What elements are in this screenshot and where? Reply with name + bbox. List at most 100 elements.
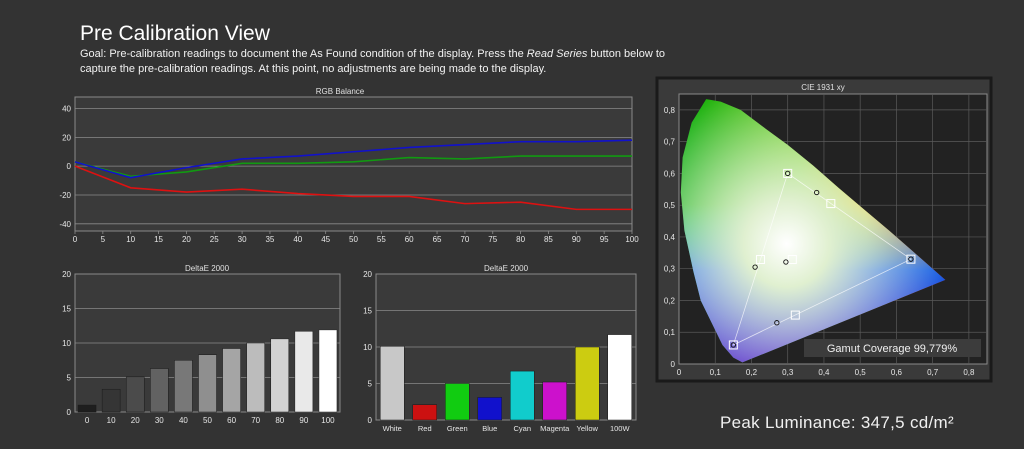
read-series-emphasis: Read Series [526,48,588,60]
rgb-plot-frame [74,96,633,232]
deltae-y-tick-label: 15 [62,305,71,314]
cie-y-tick-label: 0,5 [664,201,676,210]
de1-x-ticks: 0 10 20 30 40 50 60 70 80 90 100 [85,416,335,425]
cie-x-tick-label: 0 [677,368,682,377]
deltae-x-tick-label: Magenta [540,424,570,433]
deltae-x-tick-label: White [383,424,402,433]
deltae-x-tick-label: Blue [482,424,497,433]
rgb-y-tick-label: 20 [62,133,71,142]
deltae-bar [575,346,600,421]
rgb-x-tick-label: 90 [572,235,581,244]
cie-gamut-outline [732,172,912,346]
deltae-x-tick-label: Red [418,424,432,433]
goal-text-1: Goal: Pre-calibration readings to docume… [80,48,527,60]
deltae-x-tick-label: 40 [179,416,188,425]
de1-bars [77,329,338,413]
deltae-grayscale-chart: DeltaE 2000 0 10 20 30 40 50 60 70 80 90 100 20151… [62,264,341,425]
cie-target-square [826,199,836,209]
cie-y-tick-label: 0,8 [664,106,676,115]
rgb-x-tick-label: 35 [265,235,274,244]
cie-measured-point [783,259,789,265]
rgb-x-tick-label: 55 [377,235,386,244]
deltae-bar [445,383,470,421]
cie-gamut-triangle [732,172,912,346]
deltae-x-tick-label: 0 [85,416,90,425]
deltae-y-tick-label: 0 [67,408,72,417]
de2-bars [380,334,632,421]
rgb-x-tick-label: 75 [488,235,497,244]
cie-target-square [790,310,800,320]
cie-y-tick-label: 0,4 [664,233,676,242]
rgb-x-tick-label: 50 [349,235,358,244]
cie-target-square [783,168,793,178]
rgb-grid [74,108,633,234]
rgb-series-line [74,165,632,211]
deltae-x-tick-label: 100 [321,416,335,425]
deltae-bar [510,370,535,421]
de2-y-ticks: 20 15 10 5 0 [363,270,372,425]
deltae-bar [607,334,632,421]
rgb-y-tick-label: -20 [59,191,71,200]
deltae-colors-chart: DeltaE 2000 White Red Green Blue Cyan Magenta… [363,264,637,433]
page-title: Pre Calibration View [80,22,270,45]
cie-y-tick-label: 0 [671,360,676,369]
de2-chart-title: DeltaE 2000 [484,264,529,273]
cie-1931-chart: CIE 1931 xy 0 0,1 0,2 0,3 0,4 0,5 0,6 0,7 0,8 0,… [655,76,993,383]
deltae-bar [222,348,241,413]
cie-x-tick-label: 0,2 [746,368,758,377]
deltae-y-tick-label: 10 [62,339,71,348]
rgb-chart-title: RGB Balance [316,87,365,96]
rgb-x-tick-label: 85 [544,235,553,244]
deltae-bar [77,404,97,413]
rgb-y-tick-label: -40 [59,220,71,229]
cie-x-tick-label: 0,7 [927,368,939,377]
rgb-x-ticks: 0 5 10 15 20 25 30 35 40 45 50 55 60 65 70 75 80 85 90 95 10… [73,235,639,244]
de1-y-ticks: 20 15 10 5 0 [62,270,71,417]
deltae-bar [412,404,437,421]
cie-target-square [728,340,738,350]
rgb-x-tick-label: 45 [321,235,330,244]
deltae-y-tick-label: 15 [363,307,372,316]
cie-y-ticks: 0,8 0,7 0,6 0,5 0,4 0,3 0,2 0,1 0 [664,106,676,369]
cie-measured-point [730,342,737,348]
deltae-x-tick-label: 90 [299,416,308,425]
deltae-bar [270,338,290,413]
deltae-bar [294,331,314,413]
deltae-y-tick-label: 0 [368,416,373,425]
rgb-series [74,139,633,211]
deltae-y-tick-label: 20 [363,270,372,279]
gamut-coverage-box [804,339,981,357]
cie-y-tick-label: 0,7 [664,138,676,147]
cie-x-tick-label: 0,5 [855,368,867,377]
rgb-x-tick-label: 65 [433,235,442,244]
deltae-x-tick-label: 10 [107,416,116,425]
rgb-y-ticks: 40 20 0 -20 -40 [59,105,71,229]
deltae-bar [198,354,217,413]
cie-chart-title: CIE 1931 xy [801,83,845,92]
deltae-x-tick-label: Cyan [513,424,531,433]
deltae-bar [125,376,145,413]
rgb-x-tick-label: 100 [625,235,639,244]
deltae-bar [150,368,169,413]
deltae-bar [101,388,121,413]
cie-y-tick-label: 0,6 [664,169,676,178]
rgb-y-tick-label: 0 [67,162,72,171]
deltae-x-tick-label: 20 [131,416,140,425]
rgb-balance-chart: RGB Balance 0 5 10 15 20 25 30 35 40 45 50 55 60 65 70… [59,87,639,244]
deltae-x-tick-label: 50 [203,416,212,425]
rgb-y-tick-label: 40 [62,105,71,114]
rgb-x-tick-label: 20 [182,235,191,244]
cie-x-tick-label: 0,8 [963,368,975,377]
rgb-x-tick-label: 80 [516,235,525,244]
cie-target-square [756,254,766,264]
goal-description: Goal: Pre-calibration readings to docume… [80,47,680,77]
deltae-bar [174,360,193,413]
cie-target-square [787,254,797,264]
rgb-x-tick-label: 30 [238,235,247,244]
cie-x-tick-label: 0,4 [818,368,830,377]
deltae-x-tick-label: 70 [251,416,260,425]
cie-y-tick-label: 0,3 [664,265,676,274]
goal-text-2: button below to capture the pre-calibrat… [80,48,665,75]
rgb-x-tick-label: 25 [210,235,219,244]
